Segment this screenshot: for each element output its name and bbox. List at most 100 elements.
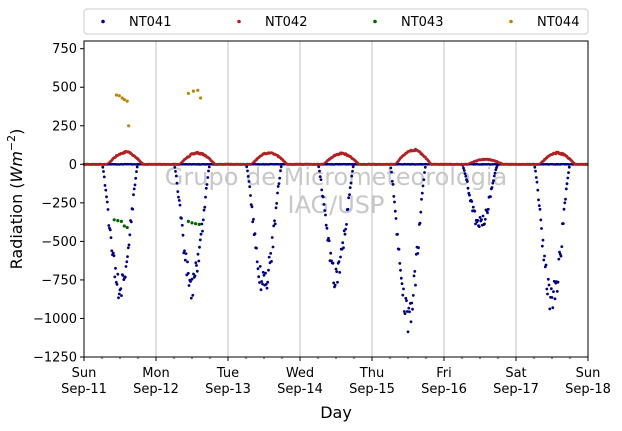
nt041-point (246, 175, 250, 178)
nt041-point (198, 245, 201, 249)
nt041-point (548, 307, 552, 311)
nt044-point (125, 99, 129, 103)
nt041-point (201, 229, 204, 233)
nt041-point (184, 252, 188, 256)
nt041-point (115, 283, 119, 286)
nt041-point (538, 207, 542, 211)
nt041-point (129, 220, 133, 224)
nt041-point (197, 259, 201, 263)
nt041-point (393, 200, 396, 204)
nt041-point (541, 238, 545, 242)
nt041-point (193, 274, 197, 278)
nt041-point (411, 294, 415, 297)
nt041-point (553, 297, 557, 301)
nt041-point (401, 293, 405, 297)
legend-label-nt042: NT042 (265, 15, 307, 30)
x-tick-weekday: Wed (286, 366, 314, 381)
nt041-point (423, 171, 426, 174)
nt041-point (204, 186, 208, 190)
nt041-point (390, 179, 394, 183)
nt041-point (247, 180, 251, 183)
nt041-point (333, 283, 337, 287)
nt041-point (256, 267, 260, 271)
nt041-point (125, 260, 129, 264)
nt041-point (119, 287, 123, 291)
nt041-point (477, 225, 481, 229)
nt041-point (175, 181, 179, 185)
nt041-point (407, 306, 411, 310)
nt041-point (261, 282, 264, 286)
nt041-point (111, 251, 115, 255)
nt041-point (203, 205, 207, 209)
nt041-point (317, 165, 321, 169)
nt041-point (177, 199, 181, 202)
nt041-point (250, 205, 254, 209)
y-tick-label: −750 (41, 273, 77, 288)
nt041-point (392, 195, 396, 198)
nt041-point (194, 261, 198, 265)
nt044-point (199, 96, 203, 100)
legend-marker-nt044 (509, 19, 513, 24)
nt041-point (564, 187, 568, 191)
nt041-point (274, 206, 278, 210)
y-tick-label: −500 (41, 235, 77, 250)
nt041-point (108, 228, 112, 232)
x-tick-weekday: Mon (142, 366, 169, 381)
nt041-point (319, 178, 323, 182)
nt041-point (258, 281, 261, 284)
nt041-point (201, 218, 205, 222)
nt041-point (255, 260, 259, 264)
nt041-point (413, 270, 417, 273)
nt041-point (418, 221, 422, 225)
nt041-point (278, 176, 282, 180)
nt041-point (565, 182, 569, 186)
nt041-point (267, 268, 270, 272)
nt041-point (251, 220, 255, 224)
nt041-point (464, 174, 468, 178)
nt043-point (125, 225, 129, 230)
nt041-point (556, 280, 560, 284)
nt041-point (204, 195, 207, 199)
nt041-point (127, 243, 131, 247)
nt041-point (567, 171, 570, 175)
nt041-point (105, 195, 108, 199)
nt041-point (347, 196, 351, 200)
nt043-point (190, 221, 194, 225)
x-tick-date: Sep-18 (565, 382, 611, 397)
nt041-point (191, 293, 195, 297)
nt041-point (393, 209, 397, 213)
nt041-point (260, 280, 264, 283)
y-axis-ticks: −1250 −1000 −750 −500 −250 0 250 500 750 (33, 42, 84, 366)
nt041-point (564, 197, 567, 201)
nt043-point (116, 219, 120, 223)
nt041-point (351, 165, 355, 169)
nt041-point (196, 252, 200, 256)
nt041-point (120, 294, 123, 297)
nt041-point (551, 306, 555, 310)
y-axis-title-text: Radiation ( (7, 182, 26, 269)
y-tick-label: −1250 (33, 351, 77, 366)
watermark-line-2: IAG/USP (287, 191, 384, 219)
nt041-point (132, 187, 136, 191)
nt041-point (337, 260, 341, 263)
nt041-point (411, 307, 414, 311)
nt041-point (178, 203, 182, 207)
nt041-point (339, 255, 342, 259)
nt041-point (345, 223, 348, 226)
nt041-point (202, 208, 206, 212)
nt041-point (555, 290, 559, 293)
nt041-point (180, 223, 184, 227)
nt041-point (410, 301, 414, 305)
nt041-point (406, 330, 410, 334)
nt041-point (403, 312, 407, 315)
x-tick-date: Sep-12 (133, 382, 179, 397)
nt041-point (537, 204, 541, 208)
nt041-point (398, 262, 402, 265)
nt041-point (417, 246, 420, 250)
y-axis-title-close: ) (7, 129, 26, 135)
nt041-point (492, 174, 496, 178)
nt041-point (338, 271, 342, 274)
nt041-point (547, 283, 551, 287)
nt041-point (207, 165, 211, 169)
nt041-point (269, 252, 273, 255)
